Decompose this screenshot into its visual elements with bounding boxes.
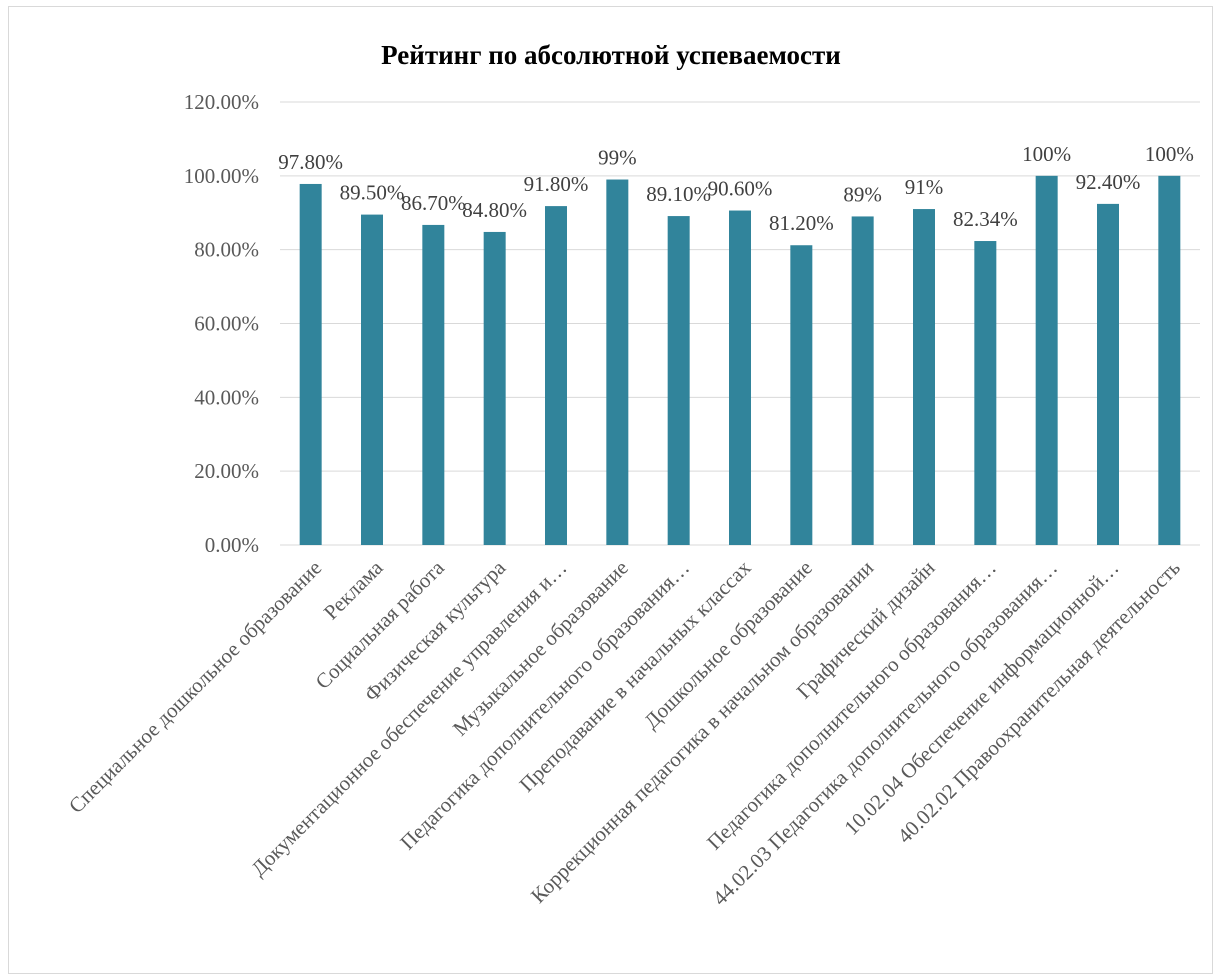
data-label: 82.34% bbox=[953, 207, 1018, 231]
bars bbox=[299, 175, 1181, 546]
bar bbox=[361, 214, 383, 546]
bar bbox=[545, 206, 567, 546]
bar bbox=[1035, 175, 1058, 546]
y-tick-label: 40.00% bbox=[194, 385, 259, 409]
y-tick-label: 80.00% bbox=[194, 238, 259, 262]
bar bbox=[299, 183, 322, 545]
chart-title: Рейтинг по абсолютной успеваемости bbox=[381, 40, 841, 70]
category-labels: Специальное дошкольное образованиеРеклам… bbox=[64, 555, 1185, 910]
y-tick-label: 60.00% bbox=[194, 312, 259, 336]
bar bbox=[667, 216, 690, 545]
category-label: 40.02.02 Правоохранительная деятельность bbox=[893, 556, 1185, 848]
data-label: 99% bbox=[598, 146, 637, 170]
category-label: Специальное дошкольное образование bbox=[64, 556, 326, 818]
bar bbox=[974, 241, 997, 545]
data-label: 92.40% bbox=[1076, 170, 1141, 194]
data-label: 91.80% bbox=[524, 172, 589, 196]
bar bbox=[851, 216, 874, 546]
data-label: 97.80% bbox=[278, 150, 343, 174]
y-tick-label: 100.00% bbox=[184, 164, 259, 188]
data-label: 89.10% bbox=[646, 182, 711, 206]
data-label: 100% bbox=[1022, 142, 1071, 166]
data-label: 90.60% bbox=[708, 177, 773, 201]
y-axis-ticks: 0.00% 20.00% 40.00% 60.00% 80.00% 100.00% 120.… bbox=[184, 90, 259, 557]
bar bbox=[422, 224, 445, 545]
y-tick-label: 0.00% bbox=[205, 533, 259, 557]
bar bbox=[1158, 175, 1181, 546]
data-label: 86.70% bbox=[401, 191, 466, 215]
data-label: 91% bbox=[905, 175, 944, 199]
bar bbox=[483, 231, 506, 546]
data-label: 89% bbox=[843, 182, 882, 206]
bar bbox=[913, 209, 935, 545]
data-labels: 97.80%89.50%86.70%84.80%91.80%99%89.10%9… bbox=[278, 142, 1194, 235]
data-label: 81.20% bbox=[769, 211, 834, 235]
bar bbox=[1097, 203, 1119, 545]
bar bbox=[729, 210, 751, 545]
data-label: 84.80% bbox=[462, 198, 527, 222]
bar bbox=[606, 179, 629, 545]
y-tick-label: 120.00% bbox=[184, 90, 259, 114]
y-tick-label: 20.00% bbox=[194, 459, 259, 483]
bar bbox=[790, 245, 813, 545]
data-label: 100% bbox=[1145, 142, 1194, 166]
data-label: 89.50% bbox=[340, 181, 405, 205]
